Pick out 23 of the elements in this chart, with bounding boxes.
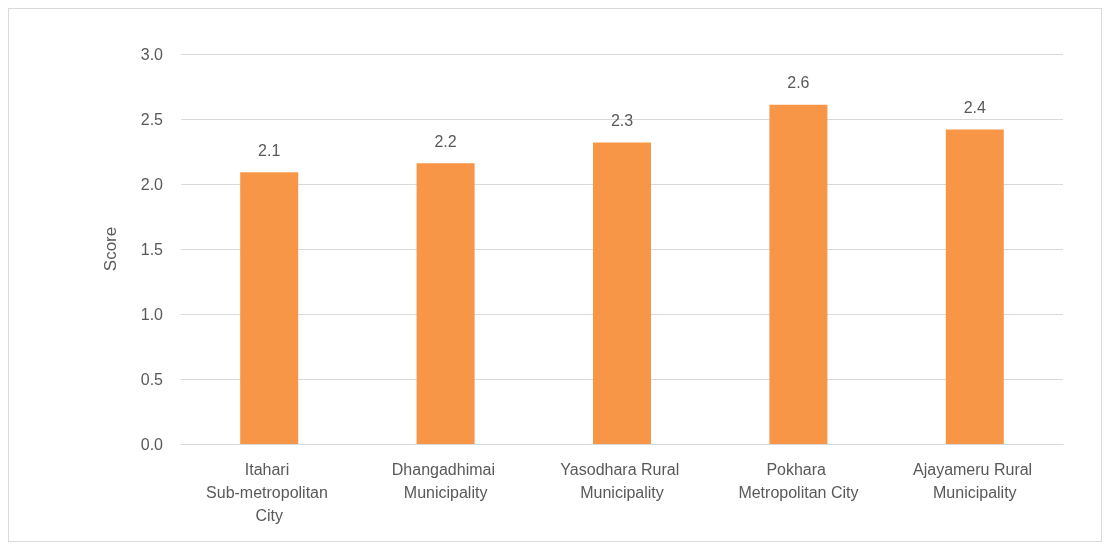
y-tick-label: 1.5 <box>140 240 164 258</box>
y-tick-label: 2.0 <box>140 175 164 193</box>
data-label: 2.1 <box>258 141 281 159</box>
y-tick-label: 2.5 <box>140 110 164 128</box>
bar <box>416 163 475 444</box>
bar <box>945 129 1004 444</box>
y-tick-label: 3.0 <box>140 45 164 63</box>
x-tick-label: Ajayameru Rural Municipality <box>913 461 1037 501</box>
data-label: 2.6 <box>787 74 810 92</box>
data-label: 2.3 <box>610 111 634 129</box>
bar <box>593 142 651 444</box>
y-tick-label: 0.5 <box>140 370 164 388</box>
y-tick-label: 0.0 <box>140 435 164 453</box>
x-tick-label: Dhangadhimai Municipality <box>391 461 500 501</box>
data-label: 2.2 <box>434 132 457 150</box>
bar <box>240 172 299 444</box>
data-label: 2.4 <box>963 98 987 116</box>
x-tick-label: Itahari Sub-metropolitan City <box>206 461 333 524</box>
bar <box>769 104 828 444</box>
y-axis-title: Score <box>101 226 120 272</box>
y-tick-label: 1.0 <box>140 305 164 323</box>
x-tick-label: Yasodhara Rural Municipality <box>560 461 684 501</box>
x-tick-label: Pokhara Metropolitan City <box>738 461 859 501</box>
